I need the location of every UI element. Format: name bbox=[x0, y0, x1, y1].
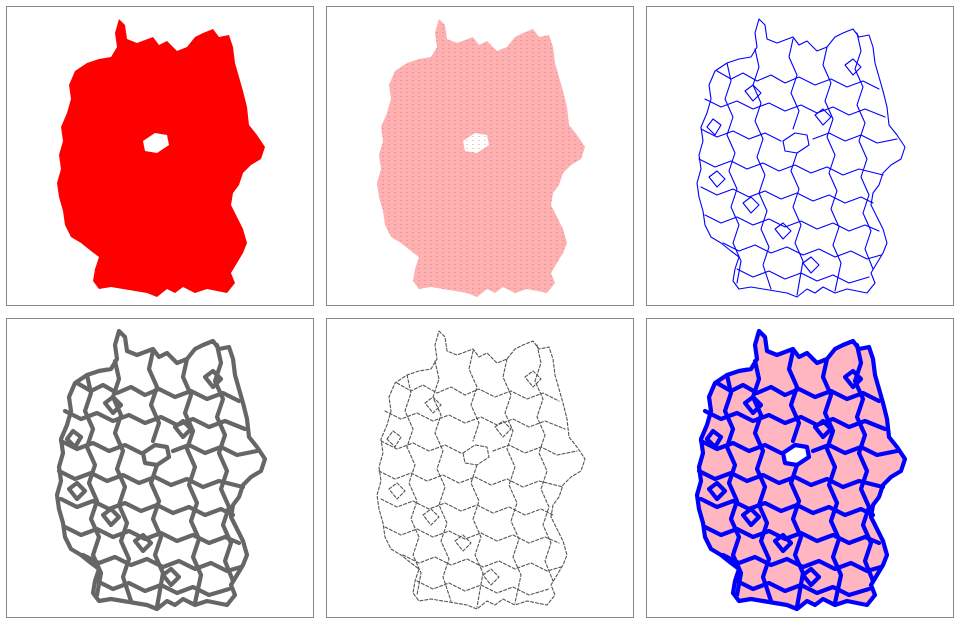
map-panel-grey-thick-borders bbox=[6, 318, 314, 618]
map-panel-light-fill bbox=[326, 6, 634, 306]
map-panel-solid-fill bbox=[6, 6, 314, 306]
germany-map-grey-thick-borders bbox=[7, 319, 313, 617]
map-panel-blue-borders bbox=[646, 6, 954, 306]
map-panel-pink-fill-blue-borders bbox=[646, 318, 954, 618]
germany-map-red-fill bbox=[57, 19, 265, 297]
germany-map-grey-dashed-borders bbox=[327, 319, 633, 617]
germany-map-pink-fill-blue-thick-borders bbox=[647, 319, 953, 617]
map-panel-grey-dashed-borders bbox=[326, 318, 634, 618]
germany-map-pink-fill bbox=[377, 19, 585, 297]
germany-map-blue-district-borders bbox=[647, 7, 953, 305]
